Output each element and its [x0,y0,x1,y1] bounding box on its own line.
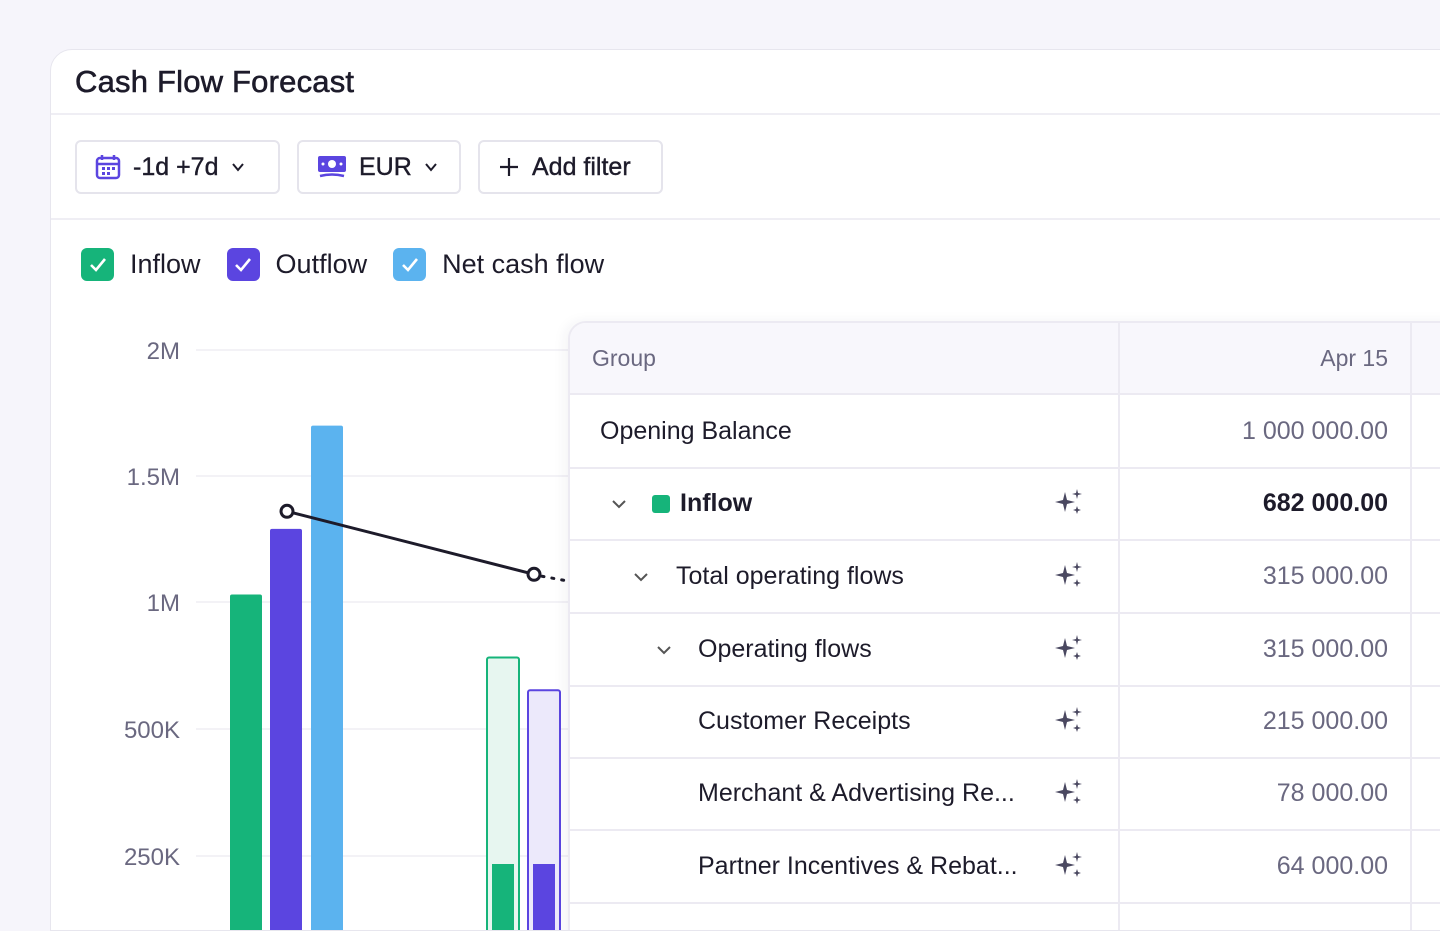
cash-flow-table: Group Apr 15 Opening Balance 1 000 000.0… [568,321,1440,930]
bar-forecast-inflow [486,656,520,930]
checkbox-outflow[interactable] [226,248,260,281]
legend-outflow-label: Outflow [275,249,368,279]
table-header: Group Apr 15 [570,323,1440,395]
header-date[interactable]: Apr 15 [1320,345,1388,371]
check-icon [89,257,106,272]
sparkle-icon[interactable] [1054,705,1084,735]
cash-flow-chart: 2M 1.5M 1M 500K 250K [124,338,571,930]
bar-outflow [270,528,302,930]
chevron-down-icon[interactable] [655,641,673,659]
chevron-down-icon [231,163,244,172]
chart-legend: Inflow Outflow Net cash flow [81,248,630,281]
row-value: 682 000.00 [1262,489,1388,517]
add-filter-label: Add filter [532,152,631,181]
sparkle-icon[interactable] [1054,633,1084,663]
legend-inflow[interactable]: Inflow [81,248,201,281]
currency-label: EUR [359,152,412,181]
cash-flow-panel: Cash Flow Forecast -1d +7d EUR Add filte… [50,49,1440,931]
inflow-color-swatch [652,495,670,513]
row-value: 1 000 000.00 [1242,417,1388,445]
sparkle-icon[interactable] [1054,850,1084,880]
y-tick-label: 2M [147,338,180,365]
row-value: 315 000.00 [1262,562,1388,590]
row-label: Customer Receipts [698,707,911,735]
plus-icon [500,158,518,176]
row-value: 78 000.00 [1276,779,1388,807]
bar-net-cash-flow [311,425,343,930]
table-row[interactable]: Partner Incentives & Rebat... 64 000.00 [570,830,1440,904]
row-label: Merchant & Advertising Re... [698,779,1015,807]
sparkle-icon[interactable] [1054,487,1084,517]
bar-forecast-actual-outflow [533,864,555,930]
net-line-forecast [540,574,566,582]
date-range-label: -1d +7d [133,152,219,181]
divider [51,218,1440,220]
row-label-with-dot: Inflow [652,489,752,518]
add-filter-button[interactable]: Add filter [478,140,663,194]
table-row[interactable]: Customer Receipts 215 000.00 [570,685,1440,759]
date-range-button[interactable]: -1d +7d [75,140,280,194]
table-row[interactable]: Operating flows 315 000.00 [570,613,1440,687]
checkbox-inflow[interactable] [81,248,114,281]
y-tick-label: 1.5M [127,464,180,491]
check-icon [401,257,418,272]
row-value: 215 000.00 [1262,707,1388,735]
y-tick-label: 1M [147,590,180,617]
column-separator [1410,323,1412,930]
header-group[interactable]: Group [592,345,656,371]
legend-net-label: Net cash flow [442,249,605,279]
chevron-down-icon[interactable] [610,495,628,513]
y-tick-label: 500K [124,717,180,744]
checkbox-net-cash-flow[interactable] [393,248,427,281]
column-separator [1118,323,1120,930]
calendar-icon [95,155,121,180]
y-tick-label: 250K [124,844,180,871]
page-title: Cash Flow Forecast [75,64,355,100]
check-icon [235,257,252,272]
row-value: 64 000.00 [1276,852,1388,880]
chevron-down-icon [425,163,437,172]
row-label: Total operating flows [676,562,904,590]
bar-inflow [230,594,262,930]
legend-outflow[interactable]: Outflow [226,248,368,281]
table-row[interactable]: Merchant & Advertising Re... 78 000.00 [570,757,1440,831]
row-value: 315 000.00 [1262,635,1388,663]
net-point [526,566,542,582]
legend-net-cash-flow[interactable]: Net cash flow [393,248,604,281]
net-line [286,509,535,576]
row-label: Operating flows [698,635,872,663]
sparkle-icon[interactable] [1054,560,1084,590]
net-point [279,503,295,519]
chevron-down-icon[interactable] [632,568,650,586]
table-row[interactable]: Total operating flows 315 000.00 [570,540,1440,614]
sparkle-icon[interactable] [1054,777,1084,807]
divider [51,113,1440,115]
money-icon [318,156,346,178]
table-row[interactable]: Opening Balance 1 000 000.00 [570,395,1440,469]
bar-forecast-actual-inflow [492,864,514,930]
currency-select[interactable]: EUR [297,140,461,194]
table-row[interactable]: Inflow 682 000.00 [570,467,1440,541]
row-label: Inflow [680,489,753,517]
row-label: Partner Incentives & Rebat... [698,852,1018,880]
legend-inflow-label: Inflow [130,249,201,279]
row-label: Opening Balance [600,417,792,445]
